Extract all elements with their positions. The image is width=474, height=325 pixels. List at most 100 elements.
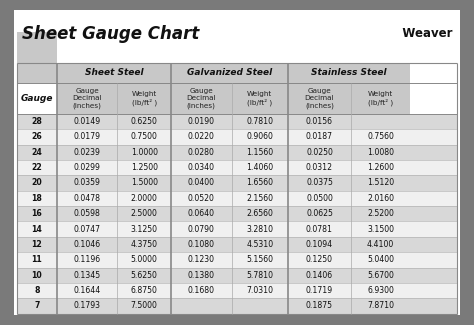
Text: Sheet Gauge Chart: Sheet Gauge Chart xyxy=(22,25,200,43)
Text: 6.8750: 6.8750 xyxy=(131,286,157,295)
Bar xyxy=(17,206,457,221)
Bar xyxy=(17,129,457,145)
Text: 3.1500: 3.1500 xyxy=(367,225,394,234)
Text: 1.0080: 1.0080 xyxy=(367,148,394,157)
Bar xyxy=(17,145,457,160)
Bar xyxy=(17,191,457,206)
Text: 2.5000: 2.5000 xyxy=(131,209,157,218)
Text: 14: 14 xyxy=(31,225,42,234)
Text: Weight
(lb/ft² ): Weight (lb/ft² ) xyxy=(131,91,157,106)
Text: 0.0187: 0.0187 xyxy=(306,132,333,141)
Text: 5.7810: 5.7810 xyxy=(246,271,273,280)
Bar xyxy=(17,252,457,267)
Text: 5.0000: 5.0000 xyxy=(131,255,157,264)
Bar xyxy=(171,63,288,83)
Text: 0.0790: 0.0790 xyxy=(188,225,215,234)
Text: 0.1196: 0.1196 xyxy=(74,255,101,264)
Text: 0.0312: 0.0312 xyxy=(306,163,333,172)
Text: 0.1250: 0.1250 xyxy=(306,255,333,264)
Text: 0.0149: 0.0149 xyxy=(74,117,101,126)
Text: 0.1094: 0.1094 xyxy=(306,240,333,249)
Text: Gauge: Gauge xyxy=(20,94,53,103)
Text: 2.1560: 2.1560 xyxy=(246,194,273,203)
Text: 0.1345: 0.1345 xyxy=(74,271,101,280)
Text: 0.7500: 0.7500 xyxy=(131,132,157,141)
Text: 3.1250: 3.1250 xyxy=(131,225,158,234)
Text: 0.1875: 0.1875 xyxy=(306,302,333,310)
Text: 2.5200: 2.5200 xyxy=(367,209,394,218)
Text: 0.1719: 0.1719 xyxy=(306,286,333,295)
Text: 0.0340: 0.0340 xyxy=(188,163,215,172)
Bar xyxy=(288,83,410,114)
Text: 0.7560: 0.7560 xyxy=(367,132,394,141)
Text: 7: 7 xyxy=(34,302,39,310)
Text: 7.8710: 7.8710 xyxy=(367,302,394,310)
Text: 0.0640: 0.0640 xyxy=(188,209,215,218)
Text: 0.0400: 0.0400 xyxy=(188,178,215,188)
Text: 1.4060: 1.4060 xyxy=(246,163,273,172)
Text: 0.0179: 0.0179 xyxy=(74,132,101,141)
Text: Sheet Steel: Sheet Steel xyxy=(85,68,143,77)
Text: 4.3750: 4.3750 xyxy=(131,240,158,249)
Text: Weight
(lb/ft² ): Weight (lb/ft² ) xyxy=(247,91,272,106)
Text: 26: 26 xyxy=(31,132,42,141)
Bar xyxy=(17,283,457,298)
Text: 0.1793: 0.1793 xyxy=(74,302,101,310)
Text: 5.6250: 5.6250 xyxy=(131,271,157,280)
Text: 1.5120: 1.5120 xyxy=(367,178,394,188)
Text: 2.0160: 2.0160 xyxy=(367,194,394,203)
Text: 16: 16 xyxy=(31,209,42,218)
Text: 0.0747: 0.0747 xyxy=(74,225,101,234)
Bar xyxy=(17,114,457,129)
Text: 22: 22 xyxy=(31,163,42,172)
Text: 0.0220: 0.0220 xyxy=(188,132,215,141)
Text: 0.0299: 0.0299 xyxy=(74,163,100,172)
Text: 8: 8 xyxy=(34,286,40,295)
Text: 0.0781: 0.0781 xyxy=(306,225,333,234)
Bar xyxy=(17,237,457,252)
Text: 1.6560: 1.6560 xyxy=(246,178,273,188)
Text: 0.0478: 0.0478 xyxy=(74,194,101,203)
Text: 0.0598: 0.0598 xyxy=(74,209,100,218)
Text: 5.6700: 5.6700 xyxy=(367,271,394,280)
Text: Gauge
Decimal
(inches): Gauge Decimal (inches) xyxy=(73,88,102,109)
Text: 0.0250: 0.0250 xyxy=(306,148,333,157)
Text: 5.0400: 5.0400 xyxy=(367,255,394,264)
Text: 10: 10 xyxy=(31,271,42,280)
Text: 6.9300: 6.9300 xyxy=(367,286,394,295)
Bar xyxy=(17,160,457,175)
Bar xyxy=(17,267,457,283)
Text: Galvanized Steel: Galvanized Steel xyxy=(187,68,272,77)
Bar xyxy=(57,63,171,83)
Text: Weaver: Weaver xyxy=(390,27,453,40)
Text: 7.0310: 7.0310 xyxy=(246,286,273,295)
Text: 18: 18 xyxy=(31,194,42,203)
Bar xyxy=(17,32,57,83)
Text: 2.0000: 2.0000 xyxy=(131,194,157,203)
Text: Gauge
Decimal
(inches): Gauge Decimal (inches) xyxy=(305,88,334,109)
Text: 0.0239: 0.0239 xyxy=(74,148,100,157)
Text: Stainless Steel: Stainless Steel xyxy=(311,68,387,77)
Bar xyxy=(17,63,457,314)
Bar xyxy=(17,10,457,60)
Text: 0.6250: 0.6250 xyxy=(131,117,157,126)
Text: 2.6560: 2.6560 xyxy=(246,209,273,218)
Text: 12: 12 xyxy=(31,240,42,249)
Text: 5.1560: 5.1560 xyxy=(246,255,273,264)
Text: 1.5000: 1.5000 xyxy=(131,178,158,188)
Text: 20: 20 xyxy=(31,178,42,188)
Text: 1.2500: 1.2500 xyxy=(131,163,158,172)
Bar xyxy=(57,83,171,114)
Text: 0.7810: 0.7810 xyxy=(246,117,273,126)
Text: 0.1230: 0.1230 xyxy=(188,255,215,264)
Text: 0.1680: 0.1680 xyxy=(188,286,215,295)
Text: 0.1406: 0.1406 xyxy=(306,271,333,280)
Text: 0.9060: 0.9060 xyxy=(246,132,273,141)
Text: 0.0625: 0.0625 xyxy=(306,209,333,218)
Text: 0.0375: 0.0375 xyxy=(306,178,333,188)
Text: 0.1046: 0.1046 xyxy=(74,240,101,249)
Bar xyxy=(17,298,457,314)
Text: 0.0280: 0.0280 xyxy=(188,148,215,157)
Text: 7.5000: 7.5000 xyxy=(131,302,157,310)
Text: 0.0190: 0.0190 xyxy=(188,117,215,126)
